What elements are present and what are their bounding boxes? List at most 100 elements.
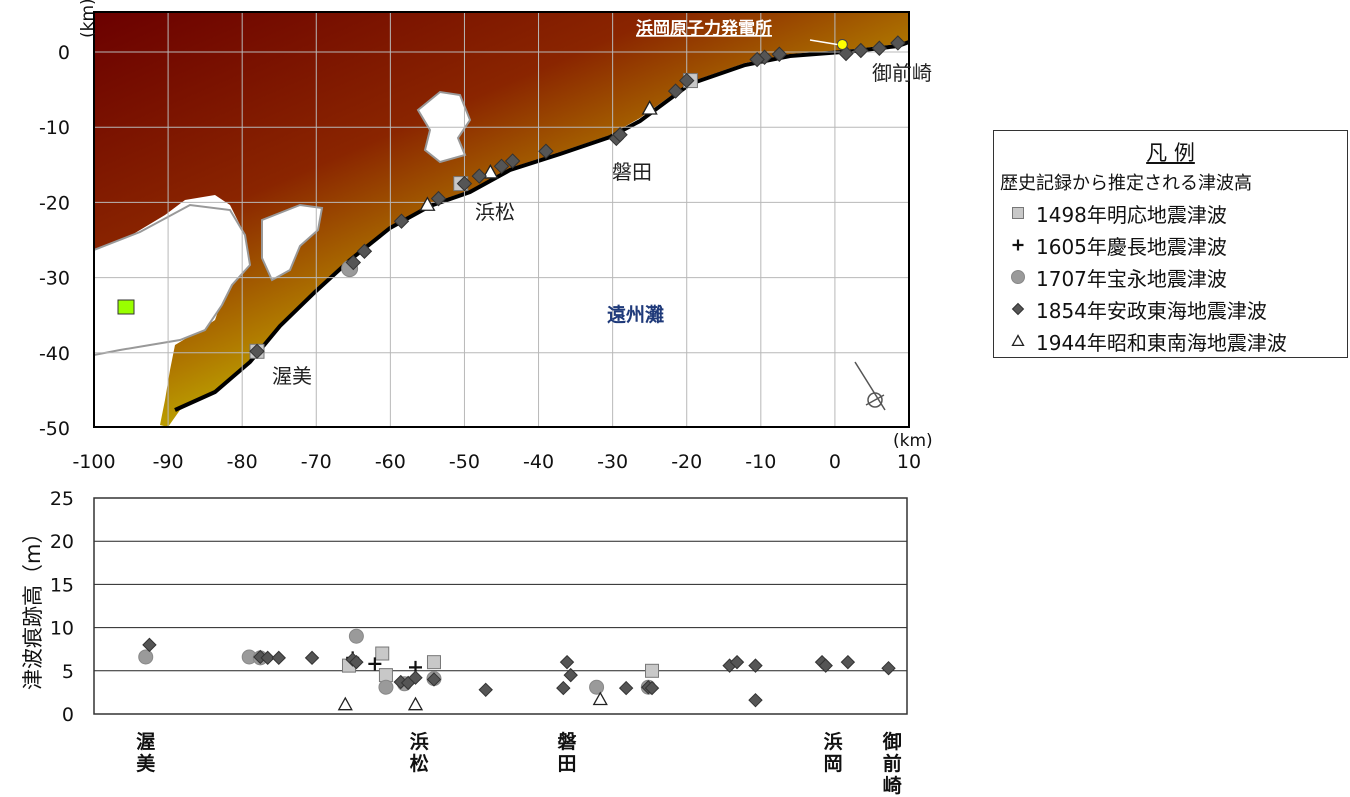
legend-marker-shape (1011, 270, 1025, 284)
map-site-diamond (749, 51, 765, 68)
map-site-diamond (493, 158, 510, 175)
chart-y-tick-label: 25 (50, 488, 74, 510)
data-point-circle (589, 679, 605, 695)
data-point-square (426, 655, 441, 670)
chart-x-labels: 渥美 浜松 磐田 浜岡 御前崎 (136, 730, 901, 797)
map-y-tick-label: -50 (39, 418, 70, 440)
legend-list: 1498年明応地震津波 1605年慶長地震津波 1707年宝永地震津波 1854年安政… (1006, 197, 1287, 357)
data-point-diamond (840, 654, 856, 670)
chart-y-tick-label: 10 (50, 618, 74, 640)
chart-x-category-label: 御前崎 (882, 730, 902, 797)
chart-x-category-label: 浜岡 (824, 731, 843, 775)
data-point-square (645, 663, 660, 678)
map-x-tick-label: -100 (72, 451, 115, 473)
map-frame (93, 11, 910, 428)
data-point-diamond (563, 667, 578, 683)
map-site-triangle (419, 196, 436, 211)
map-site-diamond (890, 35, 906, 51)
map-sites (249, 35, 906, 360)
legend-marker-shape (1012, 207, 1024, 219)
legend-item: 1498年明応地震津波 (1006, 197, 1287, 229)
map-site-diamond (249, 343, 265, 360)
map-site-triangle (482, 163, 499, 179)
data-point-diamond (478, 682, 493, 698)
land-area (94, 12, 909, 427)
legend-item: 1854年安政東海地震津波 (1006, 293, 1287, 325)
map-x-tick-label: 0 (829, 451, 841, 473)
data-point-circle (138, 649, 154, 665)
y-axis-label: 津波痕跡高（m） (21, 523, 45, 690)
island (117, 299, 135, 315)
map-site-diamond (538, 143, 554, 159)
legend-item: 1605年慶長地震津波 (1006, 229, 1287, 261)
map-y-tick-label: -30 (39, 268, 70, 290)
map-site-diamond (504, 153, 521, 169)
chart-y-tick-label: 15 (50, 574, 74, 596)
place-omaezaki: 御前崎 (872, 61, 932, 85)
plant-leader-line (809, 39, 838, 46)
map-site-diamond (679, 72, 695, 89)
map-y-tick-label: -10 (39, 117, 70, 139)
chart-points (138, 628, 896, 711)
data-point-diamond (304, 650, 320, 666)
legend-marker-shape (1011, 334, 1025, 347)
map-y-ticks: 0 -10 -20 -30 -40 -50 (39, 42, 70, 440)
chart-x-category-label: 磐田 (558, 730, 577, 775)
topographic-map: 浜岡原子力発電所 遠州灘 御前崎 磐田 浜松 渥美 (km) (km) -100… (39, 0, 933, 473)
map-unit-top: (km) (78, 0, 98, 38)
map-site-diamond (853, 42, 869, 59)
bay-atsumi (94, 203, 252, 357)
map-site-diamond (345, 254, 362, 271)
map-site-diamond (771, 46, 788, 62)
legend-item-label: 1498年明応地震津波 (1036, 202, 1227, 227)
mikawa-bay (261, 203, 324, 282)
map-site-diamond (393, 213, 410, 229)
data-point-diamond (618, 680, 634, 696)
map-x-tick-label: -10 (745, 451, 776, 473)
data-point-diamond (748, 692, 763, 708)
data-point-diamond (349, 654, 364, 670)
data-point-diamond (818, 658, 833, 673)
tsunami-height-chart: 0 5 10 15 20 25 津波痕跡高（m） 渥美 浜松 磐田 浜岡 御前崎 (21, 488, 908, 797)
legend-item-label: 1944年昭和東南海地震津波 (1036, 330, 1287, 355)
data-point-diamond (729, 654, 745, 670)
legend-item-label: 1707年宝永地震津波 (1036, 266, 1227, 291)
data-point-square (375, 646, 390, 661)
map-y-tick-label: -20 (39, 192, 70, 214)
data-point-diamond (644, 680, 660, 696)
place-atsumi: 渥美 (272, 364, 312, 388)
map-site-diamond (356, 243, 373, 259)
sea-label: 遠州灘 (607, 303, 664, 326)
map-site-diamond (667, 83, 684, 99)
plot-frame (93, 497, 908, 715)
data-point-diamond (260, 650, 275, 666)
legend-marker-circle-icon (1011, 270, 1025, 284)
data-point-diamond (881, 661, 896, 676)
map-site-diamond (430, 190, 447, 207)
data-point-diamond (271, 650, 286, 666)
place-hamamatsu: 浜松 (475, 200, 515, 224)
plant-marker (836, 38, 848, 50)
chart-grid (94, 540, 907, 672)
map-x-tick-label: -70 (301, 451, 332, 473)
map-site-diamond (612, 127, 628, 143)
data-point-diamond (426, 672, 442, 687)
map-y-tick-label: -40 (39, 343, 70, 365)
plant-label: 浜岡原子力発電所 (636, 18, 772, 39)
legend-marker-shape (1011, 302, 1025, 316)
chart-y-tick-label: 20 (50, 531, 74, 553)
chart-x-category-label: 渥美 (136, 731, 156, 775)
map-y-tick-label: 0 (58, 42, 70, 64)
data-point-diamond (142, 637, 157, 653)
map-x-tick-label: -40 (523, 451, 554, 473)
chart-y-tick-label: 0 (62, 704, 74, 726)
legend-marker-shape (1012, 239, 1024, 251)
map-site-triangle (641, 100, 658, 115)
legend: 凡 例 歴史記録から推定される津波高 1498年明応地震津波 1605年慶長地震津… (993, 130, 1348, 358)
legend-marker-triangle-icon (1011, 334, 1025, 347)
map-unit-right: (km) (893, 431, 933, 451)
legend-subtitle: 歴史記録から推定される津波高 (1000, 173, 1252, 194)
data-point-circle (348, 628, 364, 644)
map-x-ticks: -100 -90 -80 -70 -60 -50 -40 -30 -20 -10 0 10 (72, 451, 921, 473)
